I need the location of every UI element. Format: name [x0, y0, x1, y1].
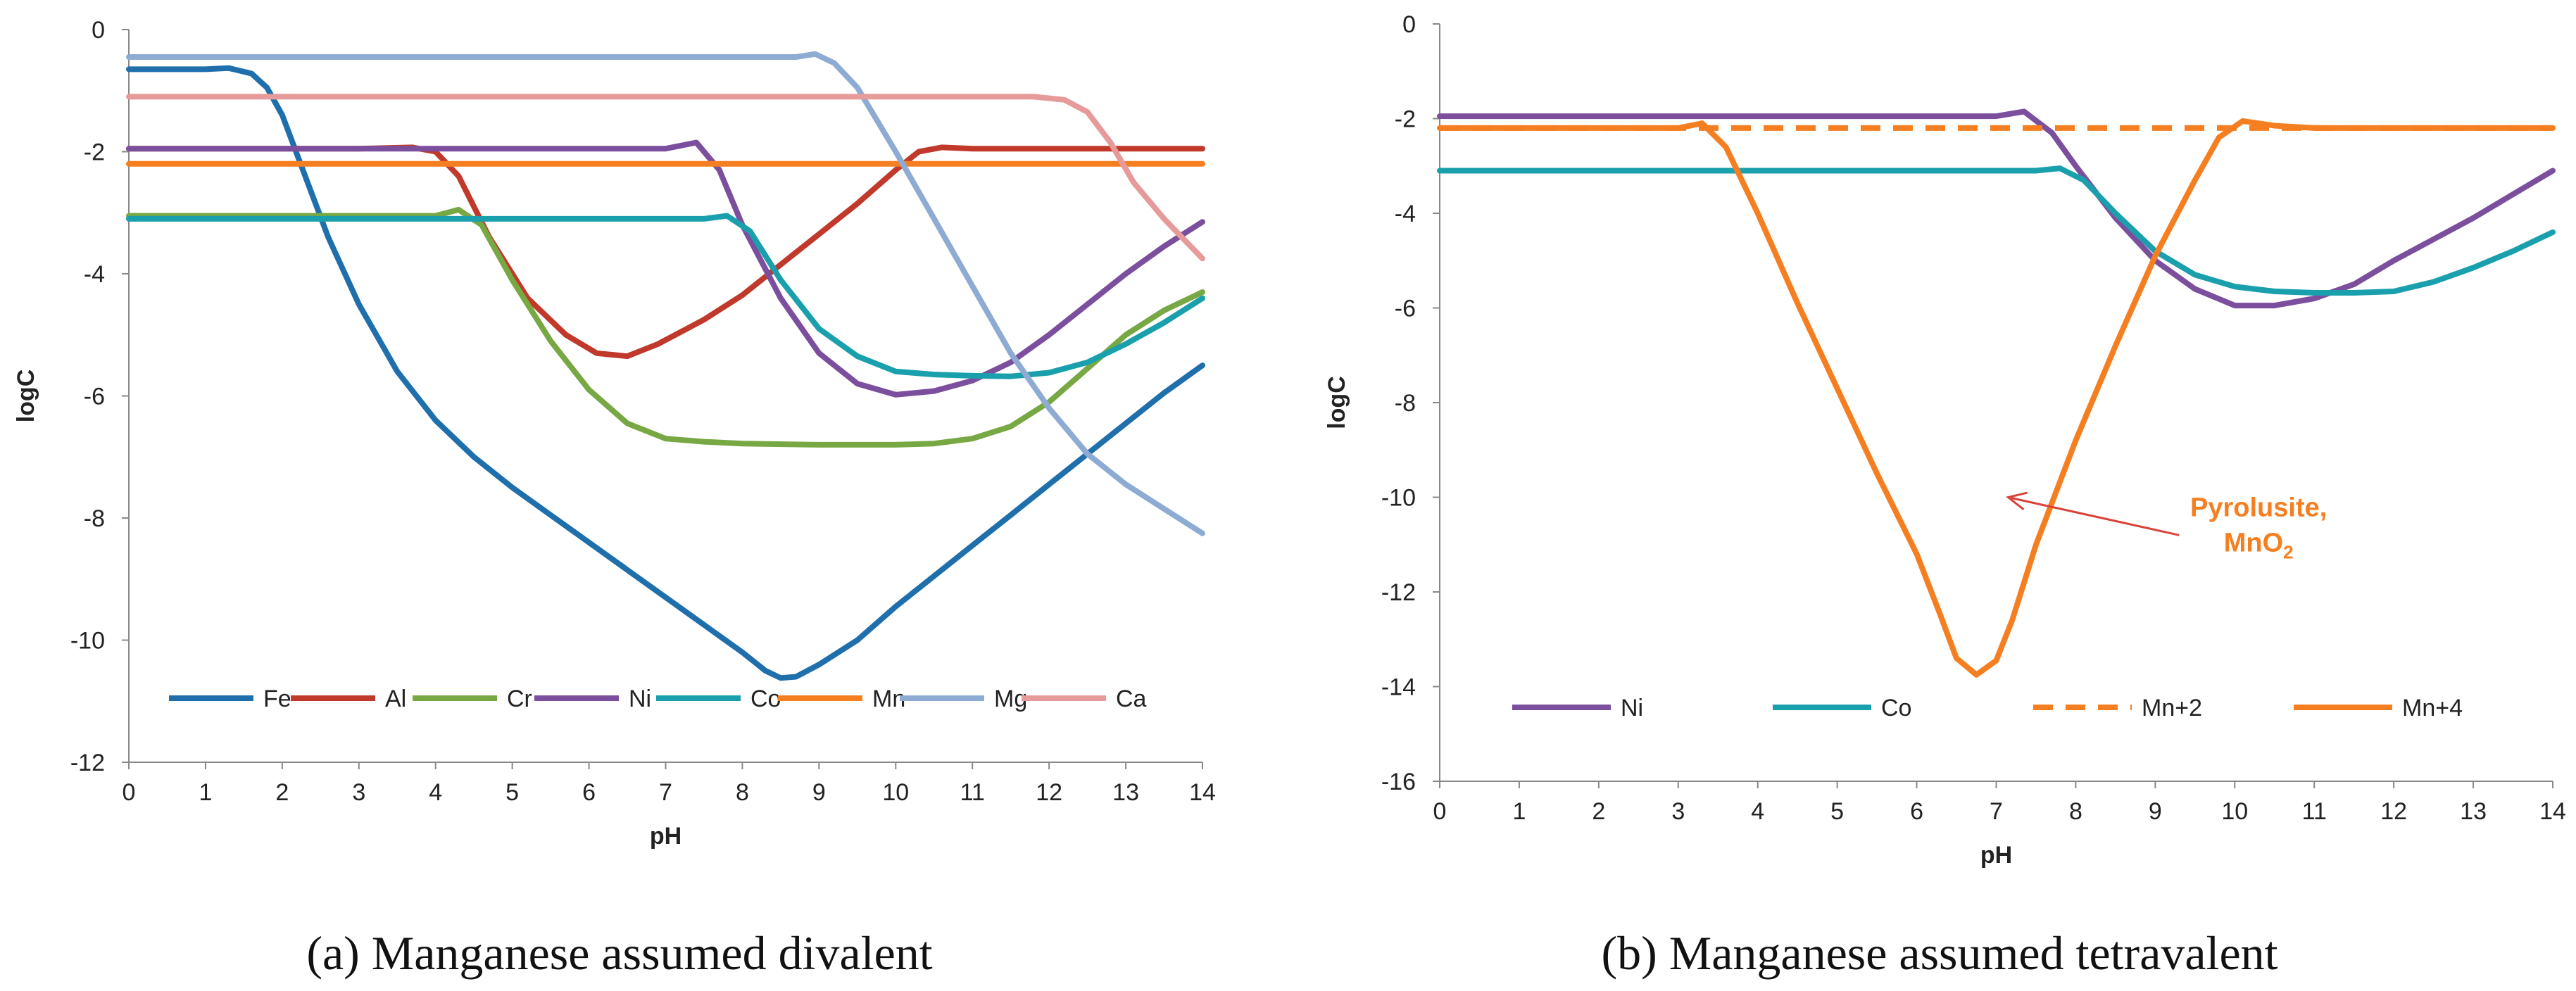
- x-tick-label: 5: [505, 779, 519, 806]
- x-tick-label: 4: [1751, 798, 1764, 825]
- chart-b: 0-2-4-6-8-10-12-14-160 1 2 3 4 5 6 7 8 9 10 11 12 13 1…: [1324, 11, 2566, 869]
- series-line-mn4: [1437, 118, 2556, 678]
- y-tick-label: 0: [92, 17, 105, 44]
- x-tick-label: 14: [2539, 798, 2566, 825]
- x-tick-label: 0: [122, 779, 136, 806]
- annotation-label-line2: MnO2: [2224, 528, 2294, 562]
- legend-label: Mn+4: [2402, 695, 2463, 721]
- x-tick-label: 12: [1036, 779, 1062, 806]
- y-tick-label: -6: [1395, 296, 1416, 322]
- legend-label: Mn+2: [2142, 695, 2202, 721]
- y-axis-label: logC: [13, 370, 39, 423]
- series-line-co: [1437, 165, 2556, 296]
- x-tick-label: 9: [812, 779, 826, 806]
- x-axis-label: pH: [1980, 842, 2012, 869]
- annotation-arrowhead: [2006, 491, 2028, 511]
- x-tick-label: 1: [1512, 798, 1526, 825]
- x-tick-label: 11: [960, 779, 985, 806]
- annotation-formula: MnO: [2224, 528, 2283, 557]
- legend-label: Ni: [629, 686, 651, 712]
- x-tick-label: 10: [2221, 798, 2248, 825]
- x-tick-label: 8: [736, 779, 749, 806]
- y-tick-label: -4: [1395, 201, 1416, 227]
- x-tick-label: 1: [199, 779, 212, 806]
- annotation-label-line1: Pyrolusite,: [2190, 493, 2327, 522]
- x-tick-label: 4: [429, 779, 442, 806]
- y-tick-label: -10: [1381, 485, 1416, 512]
- x-tick-label: 10: [882, 779, 909, 806]
- y-tick-label: -8: [1395, 390, 1416, 417]
- annotation-arrow-line: [2008, 496, 2180, 536]
- legend-label: Cr: [507, 686, 532, 712]
- annotation-formula-subscript: 2: [2283, 541, 2293, 562]
- x-tick-label: 12: [2380, 798, 2407, 825]
- x-tick-label: 2: [1592, 798, 1605, 825]
- y-tick-label: -12: [70, 750, 105, 776]
- y-tick-label: -6: [84, 384, 105, 410]
- x-tick-label: 6: [1910, 798, 1923, 825]
- x-tick-label: 2: [275, 779, 289, 806]
- caption-a: (a) Manganese assumed divalent: [306, 926, 932, 980]
- series-line-co: [126, 213, 1205, 379]
- y-tick-label: -10: [70, 628, 105, 655]
- x-axis-label: pH: [650, 823, 681, 850]
- x-tick-label: 8: [2069, 798, 2082, 825]
- legend-label: Ni: [1621, 695, 1643, 721]
- series-line-cr: [126, 206, 1205, 448]
- y-tick-label: -4: [84, 261, 105, 288]
- x-tick-label: 13: [1112, 779, 1139, 806]
- series-line-fe: [126, 65, 1205, 681]
- y-tick-label: -2: [84, 139, 105, 166]
- series-line-ni: [1437, 108, 2556, 309]
- legend-label: Ca: [1116, 686, 1147, 712]
- series-line-al: [126, 144, 1205, 360]
- y-tick-label: -12: [1381, 579, 1416, 606]
- x-tick-label: 7: [659, 779, 672, 806]
- y-tick-label: -2: [1395, 106, 1416, 133]
- series-line-ca: [126, 94, 1205, 262]
- y-tick-label: -16: [1381, 769, 1416, 795]
- caption-b: (b) Manganese assumed tetravalent: [1601, 926, 2277, 980]
- x-tick-label: 3: [1671, 798, 1685, 825]
- legend-label: Al: [385, 686, 406, 712]
- x-tick-label: 13: [2460, 798, 2487, 825]
- y-axis-label: logC: [1324, 376, 1350, 429]
- series-line-ni: [126, 139, 1205, 398]
- x-tick-label: 5: [1830, 798, 1844, 825]
- legend: Fe Al Cr Ni Co Mn Mg Ca: [169, 686, 1147, 712]
- x-tick-label: 3: [352, 779, 365, 806]
- y-tick-label: -8: [84, 505, 105, 532]
- y-tick-label: 0: [1402, 11, 1416, 38]
- y-tick-label: -14: [1381, 674, 1416, 701]
- x-tick-label: 7: [1990, 798, 2003, 825]
- x-tick-label: 11: [2302, 798, 2327, 825]
- x-tick-label: 9: [2149, 798, 2162, 825]
- x-tick-label: 0: [1433, 798, 1447, 825]
- x-tick-label: 14: [1189, 779, 1216, 806]
- chart-a: 0-2-4-6-8-10-120 1 2 3 4 5 6 7 8 9 10 11 12 13 14pHlog…: [13, 17, 1216, 850]
- legend: Ni Co Mn+2 Mn+4: [1512, 695, 2463, 721]
- series-line-mg: [126, 51, 1205, 536]
- legend-label: Co: [1881, 695, 1911, 721]
- legend-label: Fe: [263, 686, 291, 712]
- x-tick-label: 6: [582, 779, 596, 806]
- legend-label: Co: [750, 686, 781, 712]
